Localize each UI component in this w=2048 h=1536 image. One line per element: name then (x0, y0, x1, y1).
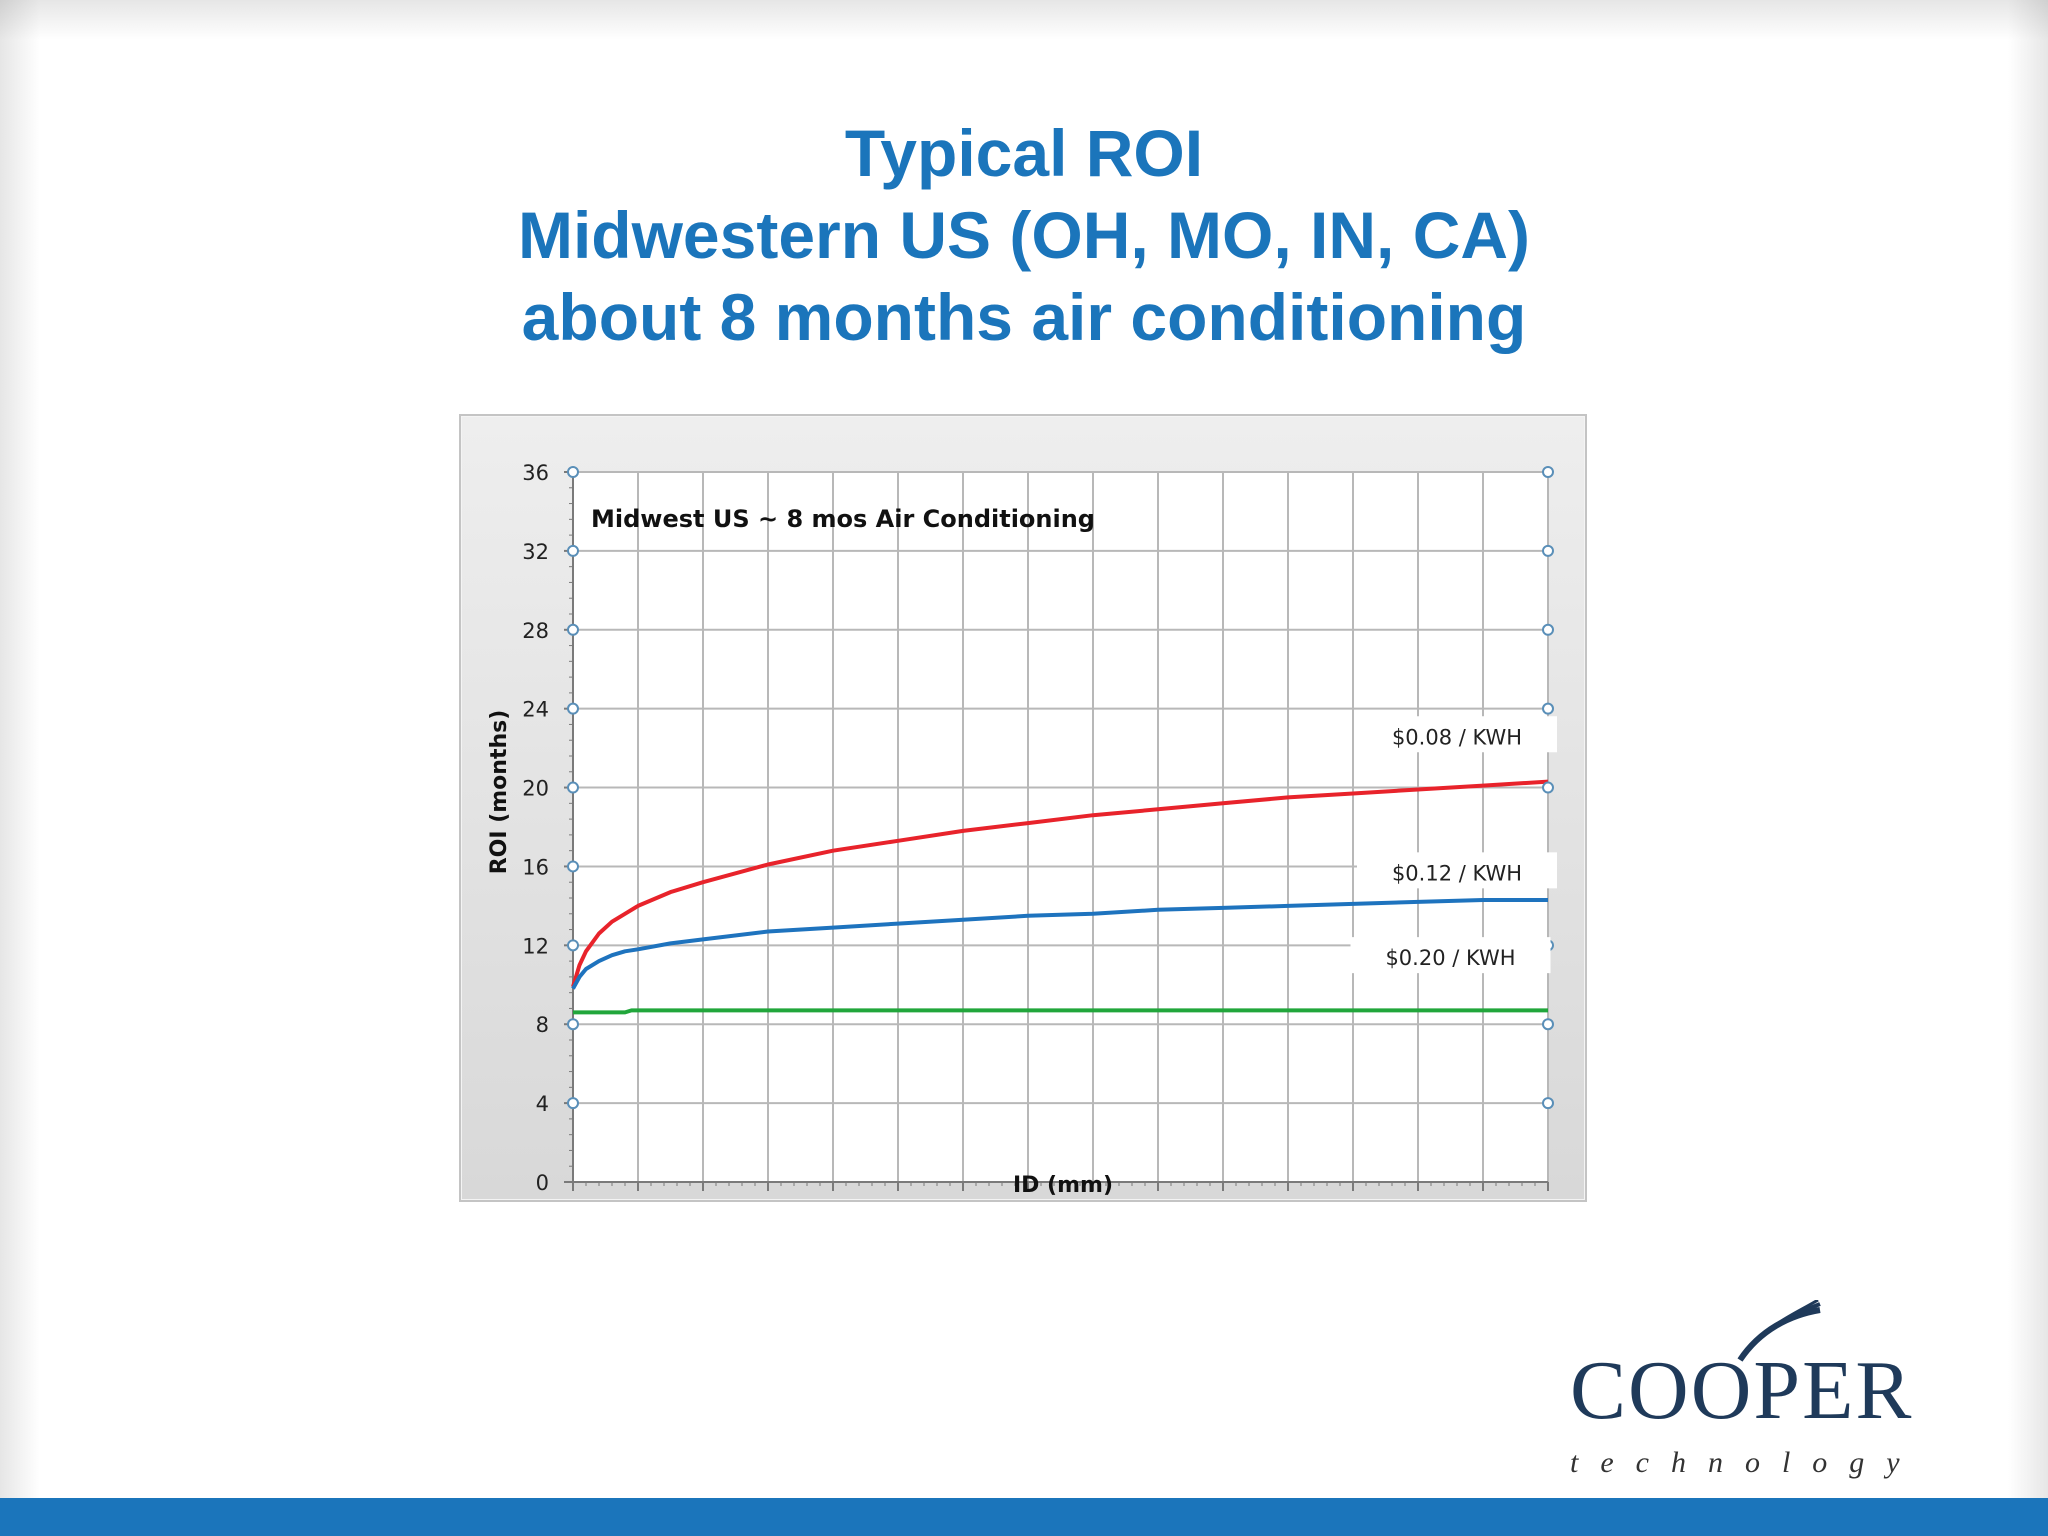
series-label-bg (1357, 716, 1557, 753)
axis-handle (567, 544, 579, 557)
series-label-bg (1350, 937, 1551, 974)
axis-handle (1542, 623, 1554, 636)
logo-subtitle: technology (1570, 1446, 1922, 1479)
y-axis-label: ROI (months) (487, 710, 512, 875)
axis-handle (567, 1097, 579, 1110)
series-label: $0.12 / KWH (1392, 861, 1522, 885)
tick-labels: 0481216202428323601020304050607080901001… (522, 461, 549, 1195)
y-tick-label: 16 (522, 855, 549, 879)
series-line (573, 1008, 1548, 1015)
series-line (571, 779, 1549, 988)
axis-handle (1542, 1018, 1554, 1031)
axis-handle (1542, 1097, 1554, 1110)
y-tick-label: 4 (536, 1092, 549, 1116)
axis-handle (567, 466, 579, 478)
plot-area (573, 472, 1548, 1182)
logo-wordmark: COOPER (1570, 1344, 1914, 1437)
axis-handle (1542, 466, 1554, 478)
axis-handle (1542, 544, 1554, 557)
series-line (571, 898, 1548, 990)
series-lines (571, 779, 1549, 1015)
title-line-2: Midwestern US (OH, MO, IN, CA) (517, 198, 1531, 272)
bottom-bar (0, 1498, 2048, 1536)
y-tick-label: 20 (522, 777, 549, 801)
axis-handle (567, 623, 579, 636)
series-label-bg (1357, 852, 1557, 889)
series-labels: $0.08 / KWH $0.12 / KWH $0.20 / KWH (1350, 716, 1557, 974)
axis-handle (567, 860, 579, 873)
series-label: $0.20 / KWH (1385, 946, 1515, 970)
y-tick-label: 36 (522, 461, 549, 485)
y-tick-label: 32 (522, 540, 549, 564)
chart-frame: 0481216202428323601020304050607080901001… (459, 414, 1587, 1202)
title-line-1: Typical ROI (844, 116, 1204, 190)
axis-handle (567, 702, 579, 715)
axis-handle (567, 1018, 579, 1031)
series-label: $0.08 / KWH (1392, 725, 1522, 749)
title-line-3: about 8 months air conditioning (521, 280, 1527, 354)
y-tick-label: 24 (522, 698, 549, 722)
axes (564, 471, 1549, 1191)
y-tick-label: 28 (522, 619, 549, 643)
axis-handle (1542, 702, 1554, 715)
y-tick-label: 12 (522, 934, 549, 958)
logo-swoosh-icon (1737, 1300, 1821, 1362)
axis-handle (1542, 781, 1554, 794)
slide-title: Typical ROI Midwestern US (OH, MO, IN, C… (0, 112, 2048, 358)
axis-handle (567, 939, 579, 952)
axis-handle (567, 781, 579, 794)
y-tick-label: 0 (536, 1171, 549, 1195)
y-tick-label: 8 (536, 1013, 549, 1037)
cooper-logo: COOPER technology (1570, 1300, 1950, 1490)
x-axis-label: ID (mm) (1013, 1173, 1113, 1198)
chart-title: Midwest US ~ 8 mos Air Conditioning (591, 505, 1095, 533)
roi-line-chart: 0481216202428323601020304050607080901001… (487, 461, 1557, 1198)
